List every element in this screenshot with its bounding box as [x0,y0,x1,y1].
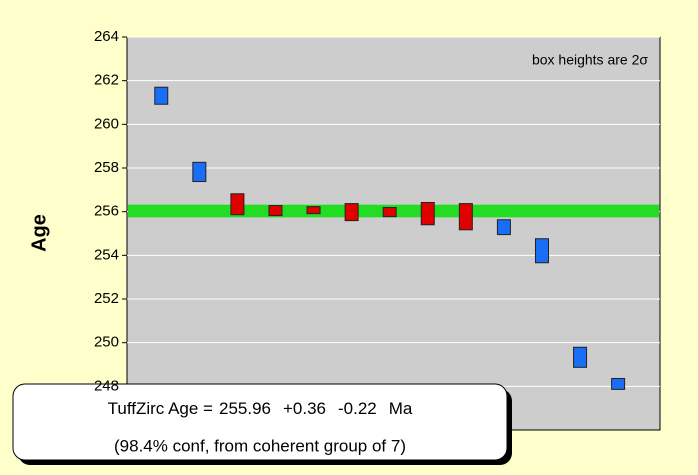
marks [128,86,659,390]
error-box [306,206,321,215]
error-box [496,219,511,236]
y-tick-label: 250 [94,334,119,351]
result-age: 255.96 [219,399,271,418]
result-detail: (98.4% conf, from coherent group of 7) [114,436,406,455]
result-unit: Ma [389,399,413,418]
error-box [344,203,359,222]
y-tick-label: 252 [94,290,119,307]
result-line: TuffZirc Age = 255.96 +0.36 -0.22 Ma [108,399,413,418]
error-box [268,205,283,217]
result-plus: +0.36 [283,399,326,418]
result-label: TuffZirc Age = [108,399,213,418]
error-box [382,207,397,218]
error-box [230,193,245,216]
error-box [192,161,207,183]
note: box heights are 2σ [532,52,648,68]
y-tick-label: 254 [94,246,119,263]
y-tick-label: 260 [94,115,119,132]
error-box [573,346,588,368]
plot-area [126,36,661,431]
error-box [611,377,626,390]
y-tick-label: 258 [94,159,119,176]
y-tick-label: 256 [94,203,119,220]
y-tick-label: 262 [94,72,119,89]
result-minus: -0.22 [338,399,377,418]
y-tick-label: 264 [94,28,119,45]
error-box [458,203,473,231]
y-axis-label: Age [28,214,50,252]
y-tick-label: 248 [94,377,119,394]
result-box [12,383,508,461]
error-box [534,238,549,264]
error-box [154,86,169,105]
error-box [420,201,435,226]
